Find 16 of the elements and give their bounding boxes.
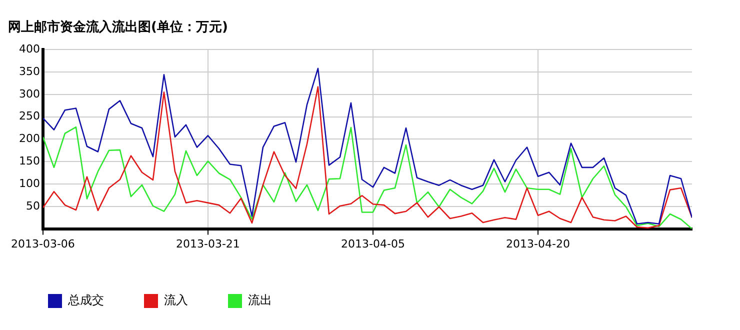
y-tick-label: 50: [26, 199, 40, 212]
legend-label: 流出: [248, 293, 272, 308]
x-tick-label: 2013-03-06: [10, 237, 75, 250]
y-tick-label: 150: [18, 154, 40, 168]
y-tick-label: 250: [18, 110, 40, 123]
y-tick-label: 300: [18, 87, 40, 100]
y-tick-label: 400: [18, 42, 40, 56]
x-tick-label: 2013-04-05: [341, 237, 405, 250]
y-tick-label: 350: [18, 64, 40, 78]
x-tick-label: 2013-03-21: [176, 237, 240, 250]
y-tick-label: 200: [18, 132, 40, 146]
legend-label: 总成交: [67, 293, 104, 308]
x-tick-label: 2013-04-20: [506, 237, 570, 250]
y-tick-label: 100: [18, 176, 40, 190]
chart-title: 网上邮市资金流入流出图(单位：万元): [8, 19, 228, 36]
legend-label: 流入: [164, 293, 188, 308]
